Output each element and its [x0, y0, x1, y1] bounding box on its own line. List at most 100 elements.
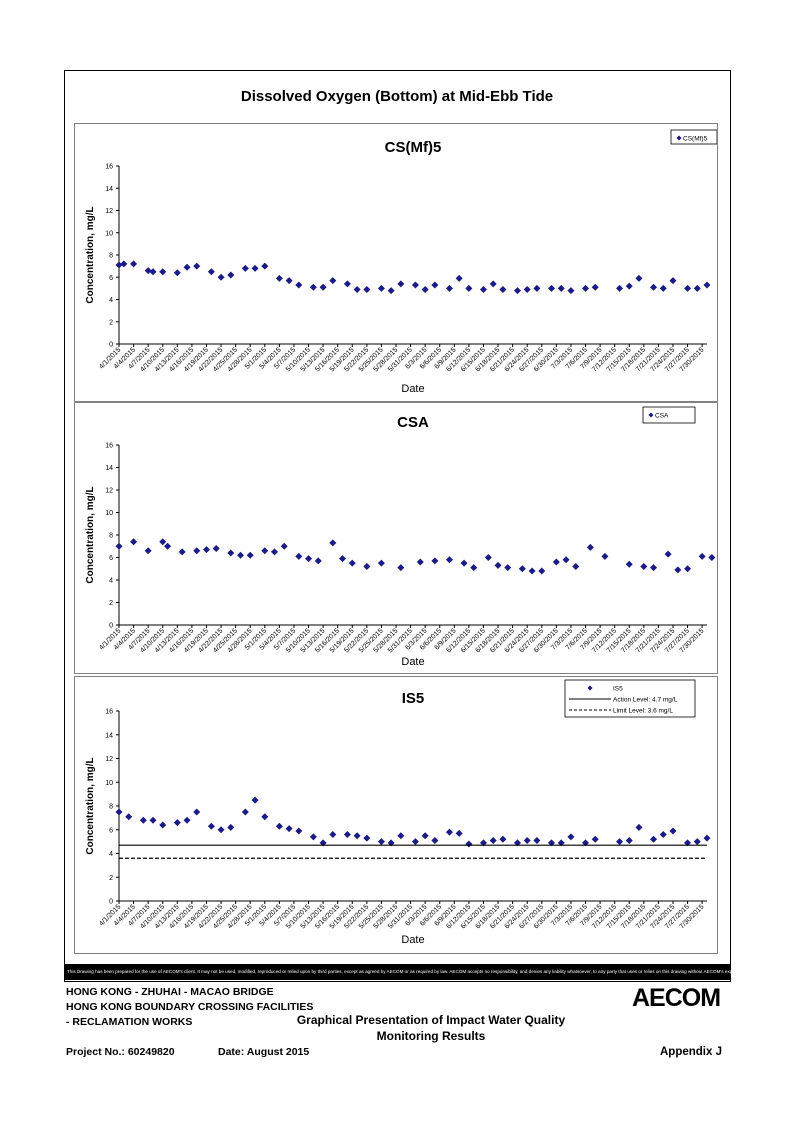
data-point	[130, 538, 138, 546]
data-point	[217, 273, 225, 281]
y-tick-label: 14	[105, 465, 113, 472]
data-point	[489, 280, 497, 288]
data-point	[314, 557, 322, 565]
y-tick-label: 12	[105, 488, 113, 495]
data-point	[411, 838, 419, 846]
data-point	[139, 816, 147, 824]
data-point	[305, 555, 313, 563]
data-point	[465, 284, 473, 292]
chart-panel-csmf5: CS(Mf)5 0 2 4 6 8 10 12 14 16 4/1/2015 4/4/2015 4/7/…	[74, 123, 718, 402]
data-point	[207, 268, 215, 276]
y-axis-label: Concentration, mg/L	[85, 486, 96, 583]
chart-title: CS(Mf)5	[385, 139, 442, 156]
data-point	[650, 564, 658, 572]
data-point	[650, 835, 658, 843]
aecom-logo: AECOM	[632, 984, 721, 1012]
data-point	[484, 554, 492, 561]
data-point	[343, 831, 351, 838]
data-point	[309, 283, 317, 291]
data-point	[193, 547, 201, 555]
data-point	[377, 284, 385, 292]
data-point	[552, 558, 560, 566]
data-point	[625, 836, 633, 844]
y-tick-label: 12	[105, 756, 113, 763]
y-tick-label: 6	[109, 555, 113, 562]
data-point	[479, 839, 487, 847]
data-point	[353, 832, 361, 840]
data-point	[261, 262, 269, 270]
data-point	[115, 808, 123, 816]
data-point	[217, 826, 225, 834]
data-point	[183, 816, 191, 824]
data-point	[339, 555, 347, 563]
data-point	[591, 835, 599, 843]
data-point	[421, 832, 429, 840]
data-point	[703, 281, 711, 289]
y-tick-label: 14	[105, 186, 113, 193]
y-tick-label: 0	[109, 342, 113, 349]
data-point	[504, 564, 512, 572]
data-point	[635, 274, 643, 282]
data-point	[499, 835, 507, 843]
data-point	[640, 563, 648, 570]
y-tick-label: 16	[105, 443, 113, 450]
data-point	[275, 822, 283, 830]
y-tick-label: 10	[105, 780, 113, 787]
data-point	[227, 271, 235, 279]
data-point	[173, 269, 181, 277]
drawing-title-line-1: Graphical Presentation of Impact Water Q…	[296, 1013, 566, 1027]
data-point	[650, 283, 658, 291]
data-point	[178, 548, 186, 556]
legend-label: IS5	[613, 685, 623, 692]
y-tick-label: 0	[109, 623, 113, 630]
data-point	[513, 839, 521, 847]
data-point	[227, 823, 235, 831]
data-point	[183, 263, 191, 271]
data-point	[329, 539, 337, 547]
y-tick-label: 2	[109, 600, 113, 607]
data-point	[295, 281, 303, 289]
data-point	[567, 287, 575, 295]
data-point	[329, 831, 337, 838]
data-point	[479, 285, 487, 293]
y-tick-label: 10	[105, 510, 113, 517]
data-point	[708, 554, 716, 561]
data-point	[431, 281, 439, 289]
data-point	[261, 547, 269, 555]
chart-title: IS5	[402, 690, 425, 707]
data-point	[601, 552, 609, 560]
data-point	[411, 281, 419, 289]
data-point	[144, 267, 152, 275]
data-point	[567, 833, 575, 841]
data-point	[193, 808, 201, 816]
data-point	[397, 564, 405, 572]
x-axis-label: Date	[401, 656, 424, 668]
data-point	[348, 559, 356, 567]
data-point	[241, 808, 249, 816]
data-point	[309, 833, 317, 841]
data-point	[193, 262, 201, 270]
data-point	[693, 838, 701, 846]
data-point	[538, 567, 546, 575]
data-point	[698, 552, 706, 560]
data-point	[387, 839, 395, 847]
data-point	[125, 813, 133, 821]
legend-label: CS(Mf)5	[683, 135, 708, 142]
y-axis-label: Concentration, mg/L	[85, 757, 96, 854]
y-tick-label: 2	[109, 875, 113, 882]
data-point	[523, 836, 531, 844]
drawing-frame	[64, 70, 731, 982]
chart-svg: CS(Mf)502468101214164/1/20154/4/20154/7/…	[85, 129, 717, 395]
y-tick-label: 6	[109, 275, 113, 282]
data-point	[159, 538, 167, 546]
data-point	[202, 546, 210, 554]
data-point	[465, 840, 473, 848]
data-point	[533, 836, 541, 844]
data-point	[684, 839, 692, 847]
data-point	[664, 550, 672, 558]
data-point	[693, 284, 701, 292]
data-point	[144, 547, 152, 555]
main-title: Dissolved Oxygen (Bottom) at Mid-Ebb Tid…	[240, 88, 554, 105]
data-point	[625, 560, 633, 568]
data-point	[329, 277, 337, 285]
